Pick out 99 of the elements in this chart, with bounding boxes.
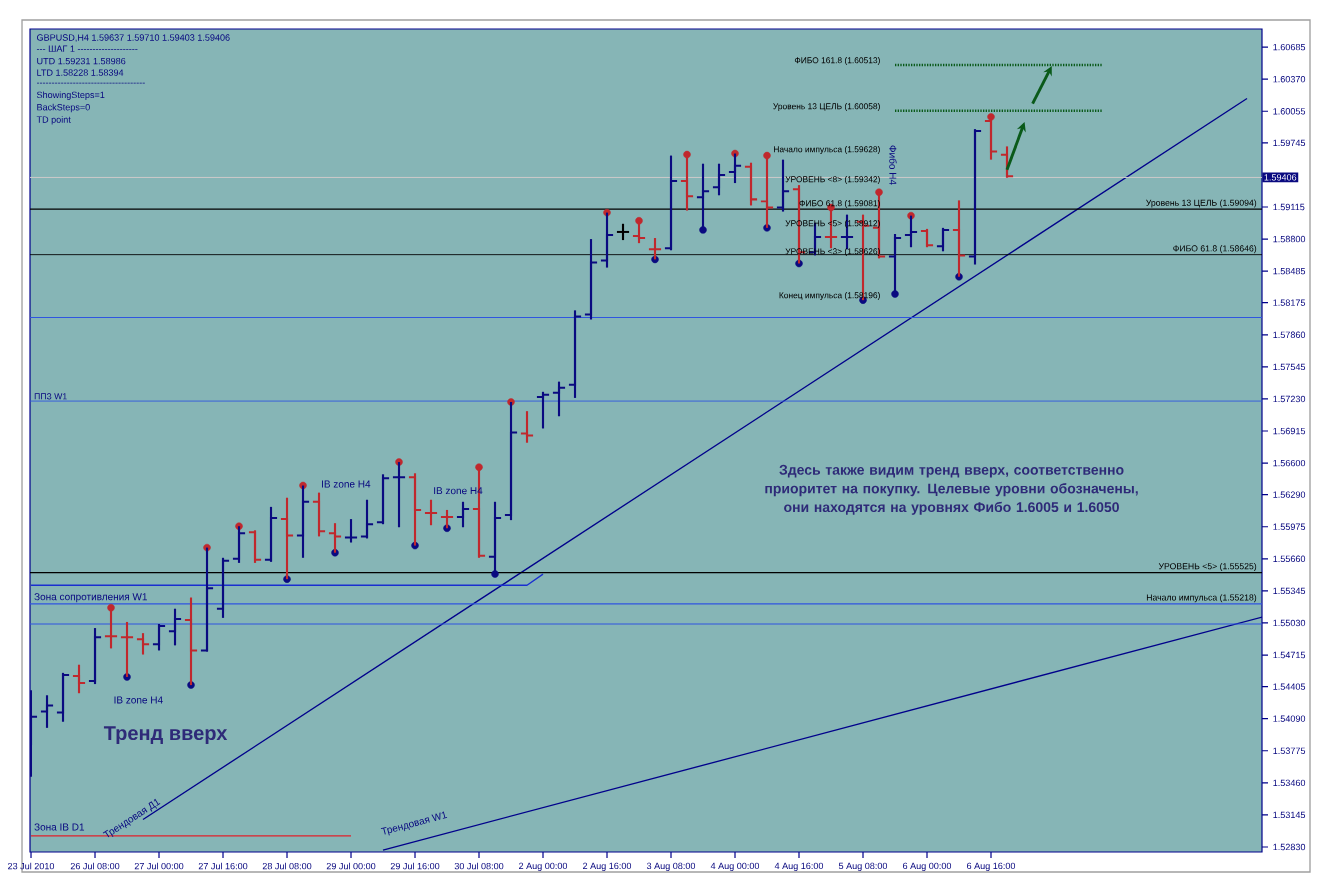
ref-line-label: Начало импульса (1.55218) [1146, 594, 1257, 603]
annotation: --- ШАГ 1 -------------------- [36, 45, 138, 52]
x-tick-label: 27 Jul 16:00 [198, 862, 248, 870]
candlestick [536, 390, 550, 430]
point [635, 217, 643, 225]
annotation: Фибо H4 [889, 145, 897, 185]
x-tick-label: 2 Aug 16:00 [583, 862, 632, 871]
candlestick [424, 498, 438, 527]
point [891, 290, 899, 298]
candlestick [440, 508, 454, 530]
y-tick-label: 1.52830 [1273, 843, 1306, 851]
annotation: ФИБО 161.8 (1.60513) [794, 57, 880, 65]
y-tick-label: 1.60370 [1273, 75, 1306, 83]
point [491, 570, 499, 578]
y-tick-label: 1.57545 [1273, 363, 1306, 371]
annotation: ------------------------------------ [36, 82, 145, 84]
x-tick-label: 27 Jul 00:00 [134, 862, 184, 870]
candlestick [280, 496, 294, 581]
ref-line-label: Уровень 13 ЦЕЛЬ (1.59094) [1146, 199, 1257, 208]
candlestick [344, 518, 358, 544]
point [683, 150, 691, 159]
y-tick-label: 1.57860 [1273, 331, 1306, 338]
y-tick-label: 1.54715 [1273, 651, 1306, 659]
text: GBPUSD,H4 1.59637 1.59710 1.59403 1.59406 [37, 34, 230, 42]
annotation: Зона IB D1 [34, 823, 85, 831]
x-tick-label: 30 Jul 08:00 [454, 862, 504, 870]
candlestick [168, 607, 182, 647]
candlestick [936, 226, 950, 253]
annotation: BackSteps=0 [37, 103, 90, 113]
candlestick [904, 214, 918, 249]
annotation: IB zone H4 [322, 480, 371, 488]
annotation: UTD 1.59231 1.58986 [37, 57, 126, 65]
candlestick [552, 380, 566, 418]
point [699, 226, 707, 234]
y-tick-label: 1.58485 [1273, 267, 1306, 275]
y-tick-label: 1.59115 [1273, 203, 1305, 211]
y-tick-label: 1.58175 [1273, 299, 1306, 306]
y-tick-label: 1.55975 [1273, 523, 1306, 530]
annotation: Начало импульса (1.59628) [774, 146, 880, 154]
annotation: LTD 1.58228 1.58394 [37, 69, 124, 76]
x-tick-label: 6 Aug 16:00 [967, 862, 1016, 871]
ref-line-label: ППЗ W1 [34, 393, 67, 400]
y-tick-label: 1.55030 [1273, 619, 1306, 627]
ref-line-label: 1.59406 [1264, 174, 1297, 181]
y-tick-label: 1.53460 [1273, 779, 1306, 787]
candlestick [920, 227, 934, 249]
candlestick [712, 162, 726, 197]
candlestick [152, 622, 166, 652]
x-tick-label: 29 Jul 00:00 [326, 862, 376, 870]
y-tick-label: 1.58800 [1273, 235, 1306, 243]
ref-line-label: ФИБО 61.8 (1.58646) [1173, 245, 1257, 254]
y-tick-label: 1.56600 [1273, 459, 1306, 467]
y-tick-label: 1.59745 [1273, 139, 1306, 147]
y-tick-label: 1.56915 [1273, 427, 1306, 435]
candlestick [40, 694, 54, 729]
candlestick [648, 236, 662, 261]
candlestick [392, 461, 406, 529]
y-tick-label: 1.53145 [1273, 811, 1306, 819]
point [107, 603, 115, 612]
x-tick-label: 3 Aug 08:00 [646, 862, 696, 871]
x-tick-label: 5 Aug 08:00 [838, 862, 888, 871]
y-tick-label: 1.60685 [1273, 43, 1306, 51]
x-tick-label: 29 Jul 16:00 [390, 862, 440, 870]
x-tick-label: 6 Aug 00:00 [903, 862, 952, 871]
x-tick-label: 26 Jul 08:00 [70, 862, 120, 870]
y-tick-label: 1.55345 [1273, 587, 1306, 595]
y-tick-label: 1.56290 [1273, 491, 1306, 498]
point [875, 188, 883, 196]
y-tick-label: 1.54090 [1273, 715, 1306, 722]
candlestick [520, 410, 534, 444]
candlestick [360, 498, 374, 540]
annotation: TD point [36, 116, 71, 125]
y-tick-label: 1.57230 [1273, 395, 1306, 403]
x-tick-label: 4 Aug 00:00 [710, 862, 760, 871]
candlestick [120, 620, 134, 679]
annotation: Здесь также видим тренд вверх, соответственно приоритет на покупку. Целевые уровни обозначены, они находятся на уровнях Фибо 1.6005 и 1.6050 [765, 464, 1138, 515]
x-tick-label: 4 Aug 16:00 [774, 862, 824, 871]
annotation: Тренд вверх [103, 726, 228, 745]
x-tick-label: 2 Aug 00:00 [519, 862, 568, 871]
annotation: ShowingSteps=1 [36, 91, 105, 100]
annotation: IB zone H4 [114, 696, 163, 704]
point [475, 463, 483, 471]
y-tick-label: 1.54405 [1273, 683, 1306, 690]
candlestick [136, 632, 150, 656]
y-tick-label: 1.55660 [1273, 555, 1306, 563]
y-tick-label: 1.60055 [1273, 108, 1306, 115]
point [763, 151, 771, 160]
candlestick [728, 152, 742, 185]
annotation: УРОВЕНЬ <8> (1.59342) [785, 176, 880, 184]
x-tick-label: 28 Jul 08:00 [262, 862, 312, 870]
candlestick [456, 500, 470, 529]
x-tick-label: 23 Jul 2010 [8, 862, 55, 870]
candlestick [328, 522, 342, 554]
annotation: Уровень 13 ЦЕЛЬ (1.60058) [773, 103, 880, 111]
ref-line-label: УРОВЕНЬ <5> (1.55525) [1158, 562, 1257, 571]
candlestick [72, 663, 86, 695]
y-tick-label: 1.53775 [1273, 747, 1306, 754]
annotation: Зона сопротивления W1 [34, 593, 147, 603]
point [987, 113, 995, 121]
